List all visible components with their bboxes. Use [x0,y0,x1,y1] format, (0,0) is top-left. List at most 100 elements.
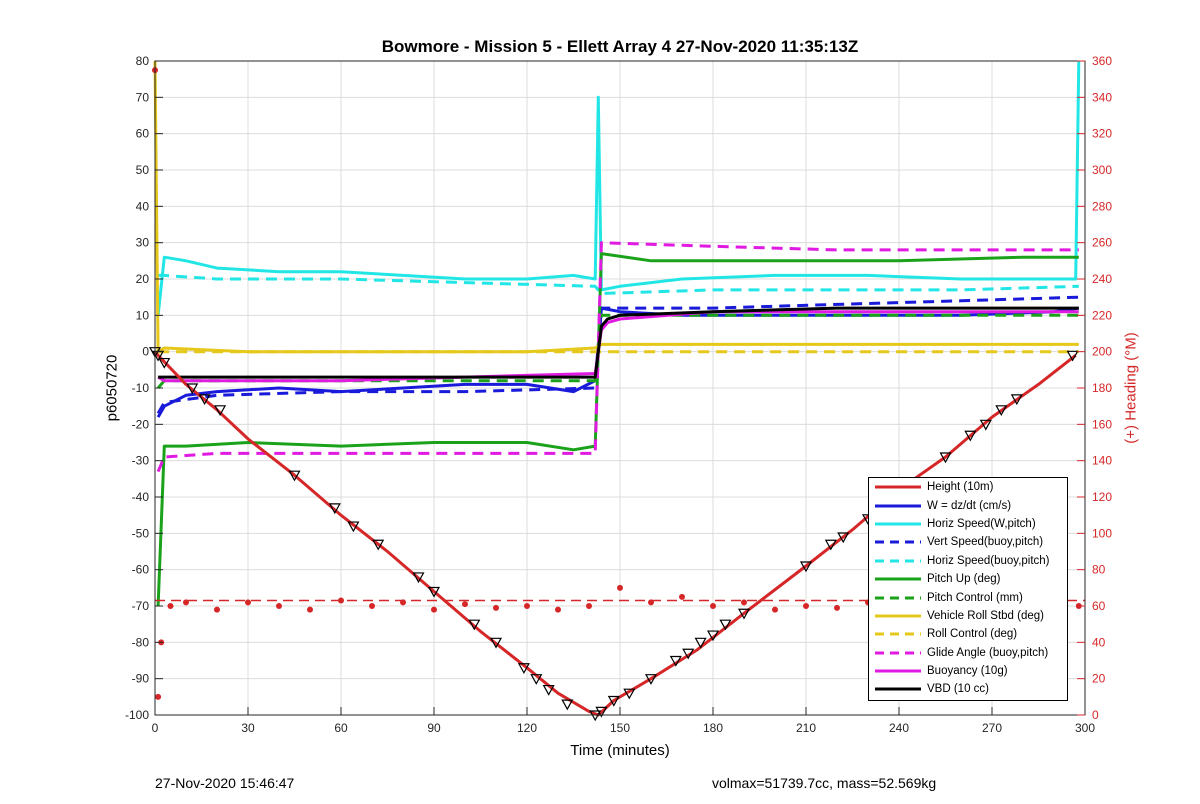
legend-swatch [875,577,921,581]
y-tick-label: 50 [136,163,150,177]
legend-swatch [875,687,921,691]
height-marker [412,572,425,584]
height-marker [964,430,977,442]
heading-point [431,606,437,613]
y2-tick-label: 340 [1092,90,1112,104]
heading-point [245,599,251,606]
series-line [156,60,1081,316]
legend-swatch [875,485,921,489]
heading-point [555,606,561,613]
heading-point [155,693,162,700]
y2-tick-label: 0 [1092,708,1099,722]
y-tick-label: -80 [132,635,150,649]
legend-item: Glide Angle (buoy,pitch) [869,644,1067,662]
legend-label: VBD (10 cc) [927,683,989,696]
height-marker [372,539,385,551]
height-marker [595,706,608,718]
y-tick-label: 80 [136,54,150,68]
series-line [158,273,1079,295]
x-tick-label: 270 [982,721,1002,735]
heading-point [183,599,189,606]
y2-tick-label: 180 [1092,381,1112,395]
height-marker [644,674,658,685]
y-axis-label: p6050720 [103,354,121,422]
y2-tick-label: 280 [1092,199,1112,213]
y-tick-label: 70 [136,90,150,104]
legend-swatch [875,559,921,563]
y2-axis-label: (+) Heading (°M) [1122,332,1140,444]
heading-point [214,606,220,613]
y2-tick-label: 300 [1092,163,1112,177]
heading-point [493,604,499,611]
legend-item: Height (10m) [869,478,1067,496]
y2-tick-label: 140 [1092,454,1112,468]
y-tick-label: -40 [132,490,150,504]
footer-timestamp: 27-Nov-2020 15:46:47 [155,775,295,791]
y-tick-label: 40 [136,199,150,213]
heading-point [617,584,623,591]
y-tick-label: 20 [136,272,150,286]
y-tick-label: 10 [136,308,150,322]
x-tick-label: 30 [241,721,255,735]
legend-item: VBD (10 cc) [869,680,1067,698]
height-marker [530,674,543,685]
heading-point [167,603,174,609]
height-marker [837,532,850,544]
height-marker [939,452,952,464]
legend-label: Roll Control (deg) [927,628,1018,641]
y2-tick-label: 320 [1092,127,1112,141]
height-marker [186,383,199,395]
height-marker [489,637,503,649]
y2-axis-ticks: 0 20 40 60 80 100 120 140 160 180 200 220 240 260 280 3… [1077,54,1112,722]
x-tick-label: 240 [889,721,909,735]
heading-point [803,603,809,609]
height-marker [158,357,171,369]
y-tick-label: 60 [136,127,150,141]
height-marker [824,539,837,551]
height-marker [561,699,574,711]
y2-tick-label: 240 [1092,272,1112,286]
legend: Height (10m) W = dz/dt (cm/s) Horiz Speed(… [868,477,1068,701]
height-marker [517,663,530,675]
height-marker [427,586,441,598]
height-marker [542,684,555,696]
legend-label: Vehicle Roll Stbd (deg) [927,609,1044,622]
legend-swatch [875,614,921,618]
height-marker [706,630,720,642]
y-tick-label: -90 [132,672,150,686]
height-marker [288,470,301,482]
series-line [156,252,1079,607]
heading-point [338,597,344,604]
y-tick-label: -20 [132,417,150,431]
height-marker [607,695,620,707]
y2-tick-label: 60 [1092,599,1106,613]
y2-tick-label: 220 [1092,308,1112,322]
height-marker [979,419,992,431]
series-layer [153,60,1081,717]
x-tick-label: 300 [1075,721,1095,735]
height-marker [623,688,636,700]
y2-tick-label: 100 [1092,526,1112,540]
heading-point [648,599,654,606]
legend-swatch [875,632,921,636]
legend-label: Horiz Speed(W,pitch) [927,517,1036,530]
height-marker [468,619,481,631]
legend-swatch [875,651,921,655]
legend-label: W = dz/dt (cm/s) [927,499,1012,512]
legend-swatch [875,504,921,508]
height-marker [799,561,813,573]
chart-title: Bowmore - Mission 5 - Ellett Array 4 27-… [381,37,859,56]
heading-point [710,603,716,609]
height-marker [694,637,707,649]
legend-item: Vehicle Roll Stbd (deg) [869,607,1067,625]
legend-swatch [875,540,921,544]
series-line [156,295,1079,415]
legend-item: Buoyancy (10g) [869,662,1067,680]
heading-point [307,606,313,613]
x-tick-label: 0 [152,721,159,735]
y-tick-label: -60 [132,563,150,577]
y2-tick-label: 80 [1092,563,1106,577]
legend-item: Horiz Speed(buoy,pitch) [869,552,1067,570]
x-tick-label: 90 [427,721,441,735]
y-tick-label: -30 [132,454,150,468]
